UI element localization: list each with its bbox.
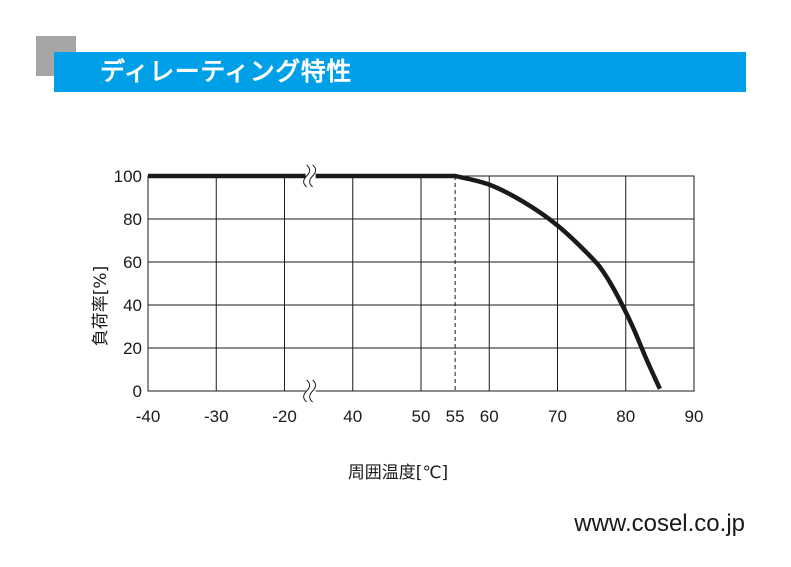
axis-break-mark bbox=[309, 164, 317, 188]
tick-label-layer: 0 20 40 60 80 100 -40 -30 -20 40 50 55 60 70 80 90 bbox=[114, 167, 704, 426]
y-tick-label: 80 bbox=[123, 210, 142, 229]
x-tick-label: 60 bbox=[480, 407, 499, 426]
x-tick-label: -30 bbox=[204, 407, 229, 426]
axis-break-layer bbox=[303, 164, 317, 403]
axis-break-mark bbox=[309, 379, 317, 403]
x-axis-label: 周囲温度[℃] bbox=[348, 463, 448, 483]
axis-break-mark bbox=[303, 164, 311, 188]
x-tick-label: 70 bbox=[548, 407, 567, 426]
title-bar: ディレーティング特性 bbox=[54, 52, 746, 92]
axis-break-mark bbox=[303, 379, 311, 403]
x-tick-label: -40 bbox=[136, 407, 161, 426]
x-tick-label: 55 bbox=[446, 407, 465, 426]
top-break-gap bbox=[305, 168, 316, 184]
y-tick-label: 60 bbox=[123, 253, 142, 272]
y-tick-label: 20 bbox=[123, 339, 142, 358]
series-layer bbox=[147, 173, 662, 390]
y-tick-label: 0 bbox=[133, 382, 142, 401]
website-url: www.cosel.co.jp bbox=[574, 510, 745, 537]
y-tick-label: 40 bbox=[123, 296, 142, 315]
x-tick-label: 50 bbox=[412, 407, 431, 426]
x-tick-label: 80 bbox=[616, 407, 635, 426]
bottom-break-gap bbox=[305, 383, 316, 399]
x-tick-label: -20 bbox=[272, 407, 297, 426]
derating-curve bbox=[148, 173, 662, 390]
x-tick-label: 40 bbox=[343, 407, 362, 426]
y-axis-label: 負荷率[%] bbox=[91, 266, 111, 346]
x-tick-label: 90 bbox=[685, 407, 704, 426]
y-tick-label: 100 bbox=[114, 167, 142, 186]
page-title: ディレーティング特性 bbox=[100, 57, 352, 86]
